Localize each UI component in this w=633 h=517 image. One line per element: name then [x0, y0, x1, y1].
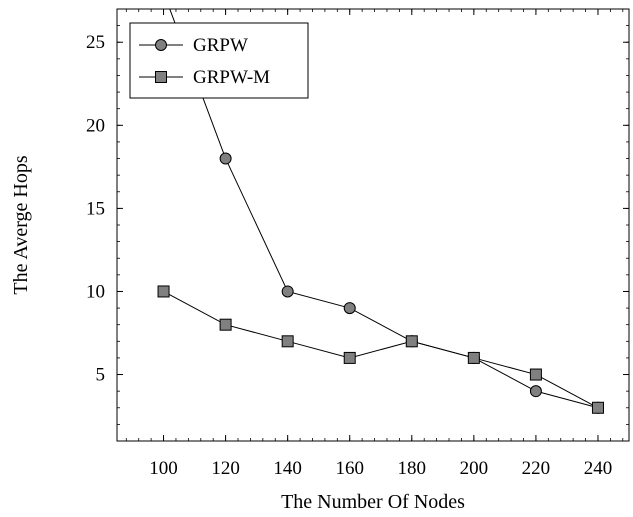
y-tick-label: 20 [86, 115, 105, 136]
data-point-grpw [529, 385, 542, 398]
x-tick-label: 220 [522, 458, 551, 479]
x-tick-label: 200 [460, 458, 489, 479]
data-point-grpw-m [405, 335, 418, 348]
legend-marker-grpw-m [155, 71, 167, 83]
data-point-grpw-m [529, 368, 542, 381]
legend: GRPW GRPW-M [129, 22, 309, 99]
y-tick-label: 5 [96, 365, 106, 386]
data-point-grpw [219, 152, 232, 165]
x-tick-label: 100 [149, 458, 178, 479]
x-tick-label: 180 [398, 458, 427, 479]
data-point-grpw-m [219, 318, 232, 331]
series-line-grpw-m [163, 291, 599, 409]
legend-marker-grpw [155, 39, 167, 51]
legend-label-grpw-m: GRPW-M [193, 67, 270, 88]
y-tick-label: 25 [86, 32, 105, 53]
data-point-grpw-m [467, 351, 480, 364]
data-point-grpw [281, 285, 294, 298]
x-tick-label: 240 [584, 458, 613, 479]
series-line-grpw [169, 9, 599, 409]
major-tick-marks [117, 9, 629, 441]
y-tick-label: 10 [86, 281, 105, 302]
data-point-grpw-m [281, 335, 294, 348]
y-axis-title: The Averge Hops [10, 155, 32, 294]
data-point-grpw [343, 302, 356, 315]
legend-box [129, 22, 309, 99]
data-point-grpw-m [343, 351, 356, 364]
data-point-grpw-m [591, 401, 604, 414]
x-tick-label: 140 [273, 458, 302, 479]
y-tick-labels: 5 10 15 20 25 [86, 32, 105, 385]
series-layer [157, 9, 604, 414]
y-tick-label: 15 [86, 198, 105, 219]
legend-items: GRPW GRPW-M [139, 35, 270, 88]
legend-label-grpw: GRPW [193, 35, 248, 56]
data-point-grpw-m [157, 285, 170, 298]
x-tick-label: 120 [211, 458, 240, 479]
x-tick-label: 160 [335, 458, 364, 479]
x-tick-labels: 100 120 140 160 180 200 220 240 [149, 458, 612, 479]
plot-frame [116, 8, 630, 442]
x-axis-title: The Number Of Nodes [281, 491, 465, 513]
